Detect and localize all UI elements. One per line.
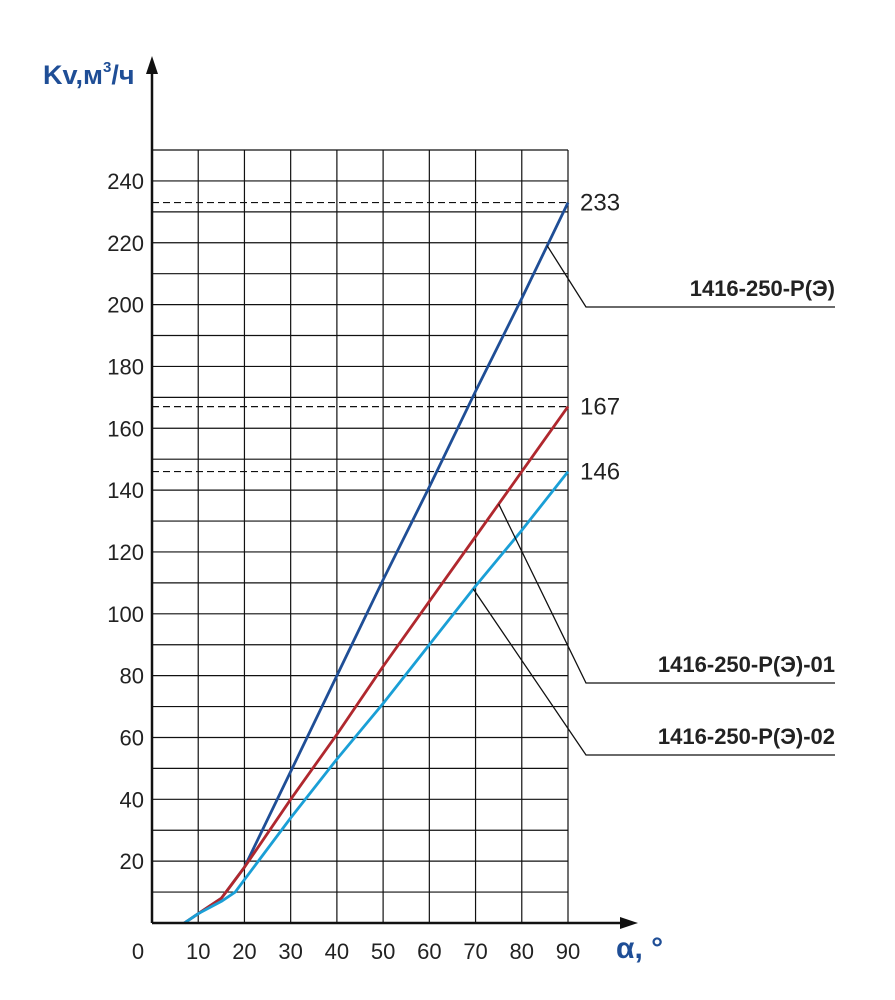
series-labels: 1416-250-Р(Э) 1416-250-Р(Э)-01 1416-250-Р(… [658, 276, 835, 749]
end-value-label: 233 [580, 190, 620, 217]
leader-line [472, 588, 835, 756]
y-tick-label: 20 [120, 849, 144, 874]
leader-line [546, 245, 835, 308]
series-label: 1416-250-Р(Э)-01 [658, 652, 835, 677]
end-value-label: 167 [580, 394, 620, 421]
x-tick-label: 10 [186, 939, 210, 964]
series-label: 1416-250-Р(Э)-02 [658, 724, 835, 749]
y-axis-title: Kv,м3/ч [43, 59, 135, 90]
x-tick-label: 30 [278, 939, 302, 964]
series-lines [183, 201, 570, 925]
x-tick-label: 0 [132, 939, 144, 964]
y-tick-label: 180 [107, 354, 144, 379]
y-tick-labels: 20 40 60 80 100 120 140 160 180 200 220 240 [107, 169, 144, 874]
x-tick-label: 60 [417, 939, 441, 964]
x-tick-labels: 0 10 20 30 40 50 60 70 80 90 [132, 939, 580, 964]
x-axis-title: α, ° [616, 932, 663, 965]
x-tick-label: 70 [463, 939, 487, 964]
y-axis-arrow [146, 56, 158, 74]
y-tick-label: 240 [107, 169, 144, 194]
series-label: 1416-250-Р(Э) [690, 276, 835, 301]
y-tick-label: 40 [120, 787, 144, 812]
series-line-3 [183, 470, 570, 925]
x-axis-arrow [620, 917, 638, 929]
x-tick-label: 80 [510, 939, 534, 964]
series-leaders [472, 245, 835, 756]
y-tick-label: 60 [120, 725, 144, 750]
y-tick-label: 200 [107, 293, 144, 318]
x-tick-label: 40 [325, 939, 349, 964]
axes [146, 56, 638, 929]
y-tick-label: 80 [120, 664, 144, 689]
series-line-2 [183, 405, 570, 925]
series-line-1 [183, 201, 570, 925]
end-value-label: 146 [580, 459, 620, 486]
reference-lines [152, 201, 568, 473]
y-tick-label: 160 [107, 416, 144, 441]
x-tick-label: 20 [232, 939, 256, 964]
y-tick-label: 100 [107, 602, 144, 627]
x-tick-label: 90 [556, 939, 580, 964]
y-tick-label: 220 [107, 231, 144, 256]
end-value-labels: 233 167 146 [580, 190, 620, 486]
y-tick-label: 140 [107, 478, 144, 503]
grid [152, 149, 569, 923]
x-tick-label: 50 [371, 939, 395, 964]
leader-line [498, 503, 835, 684]
y-tick-label: 120 [107, 540, 144, 565]
